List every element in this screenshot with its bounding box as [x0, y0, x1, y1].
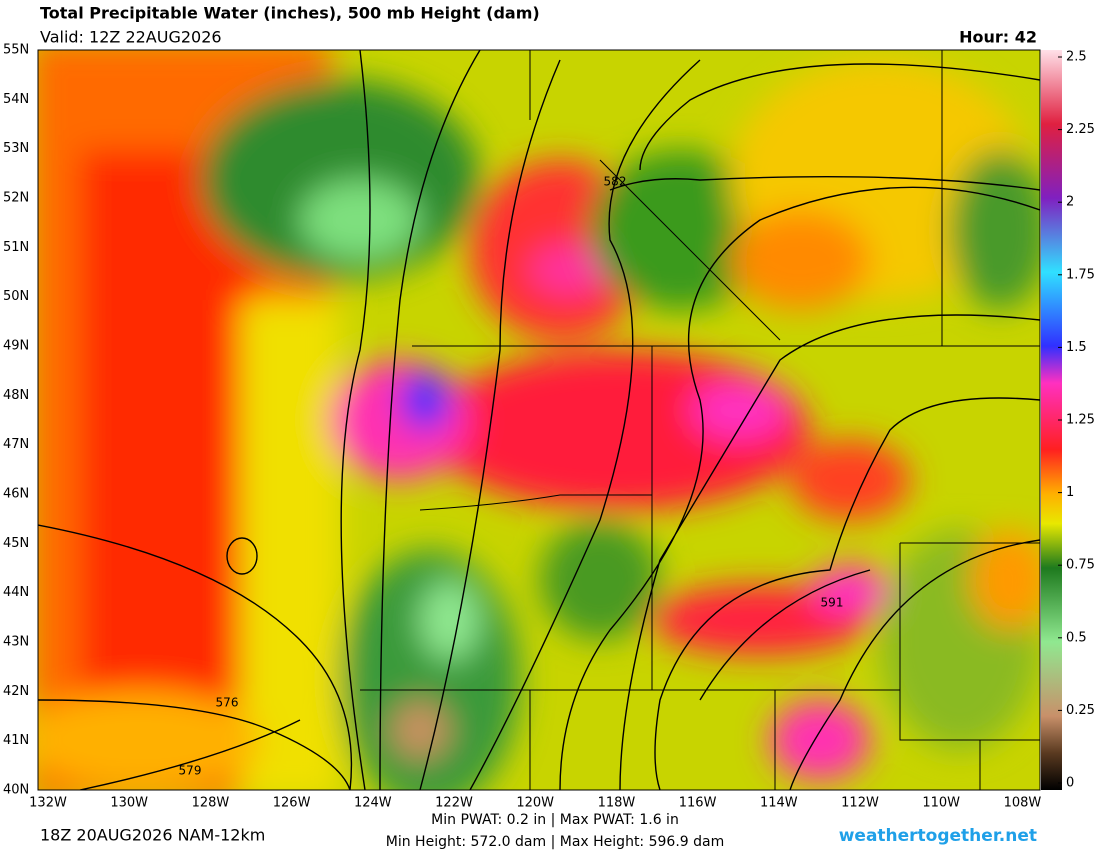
contour-label: 582	[604, 175, 627, 189]
lat-label: 49N	[3, 339, 29, 354]
lat-label: 45N	[3, 536, 29, 551]
colorbar-label: 0.75	[1066, 558, 1095, 573]
lat-label: 53N	[3, 141, 29, 156]
colorbar-label: 1.75	[1066, 267, 1095, 282]
lon-label: 130W	[110, 796, 148, 811]
valid-time: Valid: 12Z 22AUG2026	[40, 28, 222, 47]
lon-label: 116W	[679, 796, 717, 811]
forecast-hour: Hour: 42	[959, 28, 1037, 47]
colorbar-label: 0	[1066, 776, 1074, 791]
lat-label: 47N	[3, 437, 29, 452]
lat-label: 41N	[3, 733, 29, 748]
lat-label: 55N	[3, 43, 29, 58]
lon-label: 128W	[192, 796, 230, 811]
lon-label: 122W	[435, 796, 473, 811]
lat-label: 46N	[3, 487, 29, 502]
lon-label: 132W	[29, 796, 67, 811]
contour-label: 576	[216, 696, 239, 710]
lat-label: 51N	[3, 240, 29, 255]
model-run: 18Z 20AUG2026 NAM-12km	[40, 826, 265, 845]
colorbar-label: 1.5	[1066, 340, 1087, 355]
title: Total Precipitable Water (inches), 500 m…	[40, 4, 540, 23]
lat-label: 50N	[3, 289, 29, 304]
contour-label: 591	[821, 596, 844, 610]
lon-label: 112W	[841, 796, 879, 811]
colorbar-label: 2.5	[1066, 50, 1087, 65]
colorbar-label: 0.5	[1066, 630, 1087, 645]
height-range: Min Height: 572.0 dam | Max Height: 596.…	[386, 834, 724, 850]
colorbar-label: 1	[1066, 485, 1074, 500]
lon-label: 110W	[922, 796, 960, 811]
lat-label: 54N	[3, 92, 29, 107]
lat-label: 42N	[3, 684, 29, 699]
lon-label: 126W	[273, 796, 311, 811]
colorbar-label: 2.25	[1066, 122, 1095, 137]
lat-label: 48N	[3, 388, 29, 403]
lon-label: 124W	[354, 796, 392, 811]
pwat-range: Min PWAT: 0.2 in | Max PWAT: 1.6 in	[431, 812, 679, 828]
contour-label: 579	[179, 764, 202, 778]
colorbar-label: 2	[1066, 195, 1074, 210]
map-frame	[37, 49, 1041, 791]
lon-label: 118W	[598, 796, 636, 811]
lon-label: 114W	[760, 796, 798, 811]
site-link[interactable]: weathertogether.net	[839, 826, 1037, 846]
lat-label: 52N	[3, 191, 29, 206]
colorbar	[1041, 50, 1062, 790]
colorbar-label: 1.25	[1066, 413, 1095, 428]
lat-label: 43N	[3, 635, 29, 650]
lon-label: 108W	[1004, 796, 1042, 811]
map	[38, 50, 1040, 790]
colorbar-label: 0.25	[1066, 703, 1095, 718]
lat-label: 40N	[3, 783, 29, 798]
lon-label: 120W	[516, 796, 554, 811]
lat-label: 44N	[3, 585, 29, 600]
